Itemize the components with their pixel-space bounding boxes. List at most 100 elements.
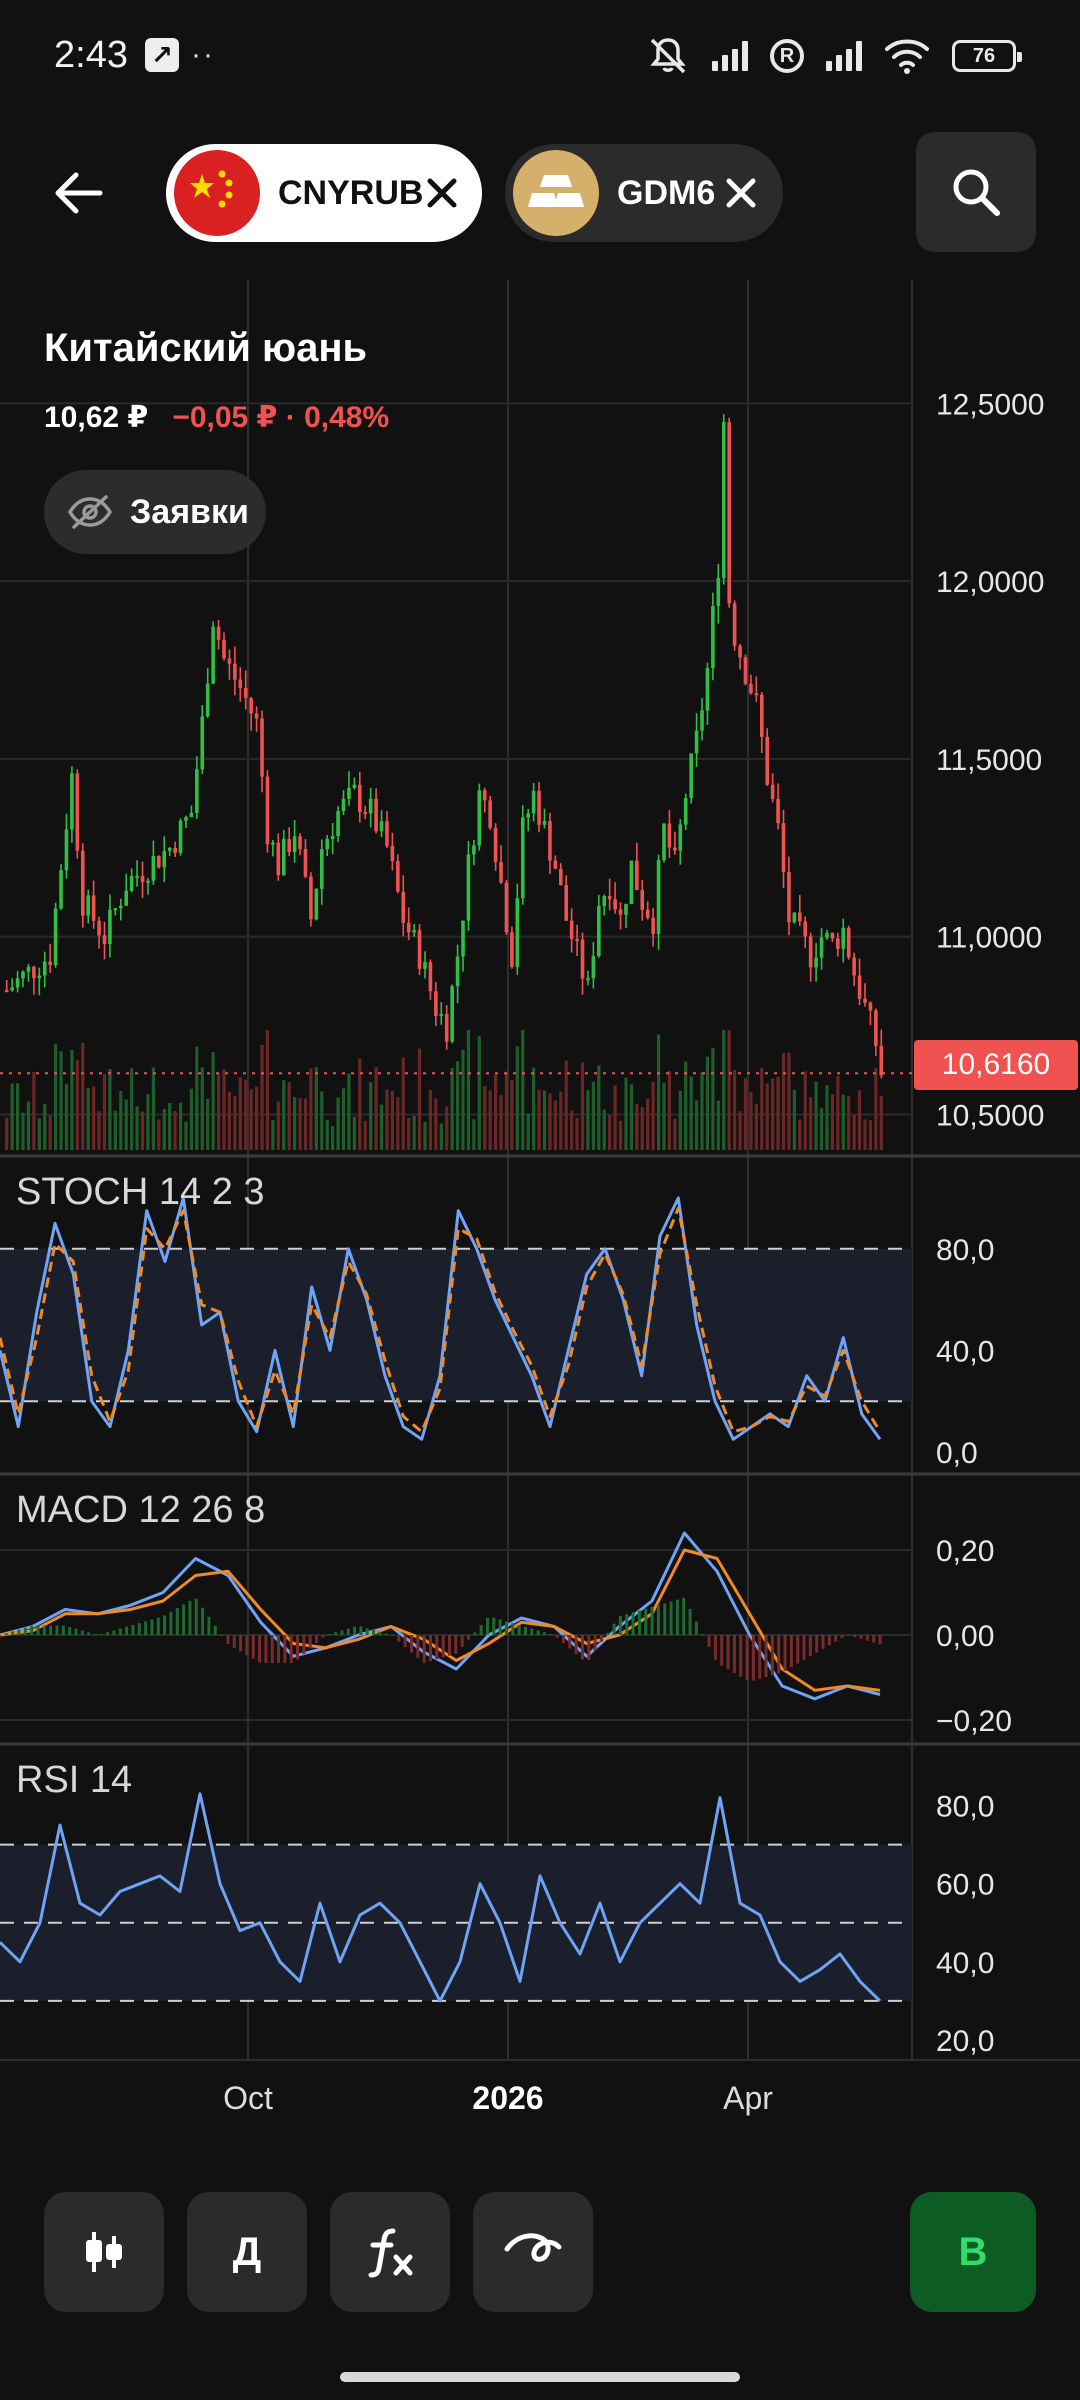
candle-body — [787, 872, 791, 923]
search-button[interactable] — [916, 132, 1036, 252]
buy-button[interactable]: В — [910, 2192, 1036, 2312]
candle-body — [108, 909, 112, 945]
status-bar: 2:43 ↗ ·· R 76 — [0, 0, 1080, 110]
candle-body — [602, 896, 607, 907]
volume-bar — [363, 1120, 367, 1150]
volume-bar — [189, 1088, 194, 1150]
volume-bar — [113, 1110, 117, 1150]
indicators-button[interactable] — [330, 2192, 450, 2312]
volume-bar — [298, 1098, 302, 1150]
volume-bar — [640, 1107, 644, 1150]
volume-bar — [26, 1101, 31, 1150]
macd-histogram-bar — [859, 1635, 863, 1639]
period-button[interactable]: Д — [187, 2192, 307, 2312]
candle-body — [129, 876, 134, 891]
volume-bar — [814, 1081, 818, 1150]
volume-bar — [54, 1043, 58, 1150]
macd-histogram-bar — [74, 1628, 78, 1635]
candle-body — [37, 975, 42, 979]
volume-bar — [428, 1090, 433, 1150]
candle-body — [423, 962, 427, 969]
back-button[interactable] — [44, 158, 114, 228]
macd-histogram-bar — [36, 1625, 40, 1635]
close-icon[interactable] — [423, 173, 460, 213]
volume-bar — [635, 1104, 639, 1150]
price-tick-label: 10,5000 — [936, 1099, 1044, 1132]
volume-bar — [705, 1056, 710, 1150]
macd-histogram-bar — [815, 1635, 819, 1653]
volume-bar — [48, 1115, 52, 1150]
macd-histogram-bar — [739, 1635, 743, 1677]
macd-histogram-bar — [713, 1635, 717, 1660]
drawing-button[interactable] — [473, 2192, 593, 2312]
macd-histogram-bar — [777, 1635, 781, 1674]
candle-body — [618, 909, 623, 915]
chart-area[interactable]: 12,5000 12,0000 11,5000 11,0000 10,5000 80,0 4… — [0, 280, 1080, 2080]
candle-body — [531, 790, 536, 814]
candle-body — [542, 821, 547, 825]
macd-histogram-bar — [555, 1635, 559, 1638]
candle-body — [238, 679, 243, 688]
candle-body — [781, 823, 786, 873]
volume-bar — [374, 1067, 378, 1150]
volume-bar — [874, 1067, 878, 1150]
volume-bar — [379, 1104, 384, 1150]
candle-body — [91, 895, 96, 921]
instrument-tab-cnyrub[interactable]: CNYRUB — [166, 144, 482, 242]
volume-bar — [727, 1030, 731, 1150]
macd-histogram-bar — [182, 1604, 186, 1635]
candle-body — [368, 798, 373, 814]
status-time: 2:43 — [54, 34, 128, 76]
candle-body — [303, 849, 308, 877]
candle-body — [195, 769, 199, 813]
macd-histogram-bar — [694, 1621, 698, 1635]
candle-body — [53, 908, 58, 965]
volume-bar — [521, 1030, 525, 1150]
macd-histogram-bar — [802, 1635, 806, 1660]
volume-bar — [32, 1071, 36, 1150]
blue-series-line — [0, 1531, 881, 1701]
candle-body — [330, 836, 335, 839]
macd-histogram-bar — [422, 1635, 426, 1663]
candle-body — [298, 836, 302, 850]
date-label-oct: Oct — [223, 2080, 273, 2116]
macd-histogram-bar — [49, 1625, 53, 1635]
volume-bar — [124, 1099, 128, 1150]
candle-body — [86, 895, 90, 916]
candle-body — [499, 861, 503, 883]
macd-histogram-bar — [220, 1634, 224, 1636]
orders-toggle-button[interactable]: Заявки — [44, 470, 266, 554]
macd-histogram-bar — [270, 1635, 274, 1664]
candle-body — [102, 935, 107, 945]
macd-histogram-bar — [796, 1635, 800, 1664]
macd-histogram-bar — [11, 1631, 15, 1635]
signal-1-icon — [712, 41, 748, 71]
volume-bar — [401, 1057, 405, 1150]
volume-bar — [347, 1073, 351, 1150]
volume-bar — [168, 1102, 172, 1150]
close-icon[interactable] — [721, 173, 761, 213]
chart-type-button[interactable] — [44, 2192, 164, 2312]
volume-bar — [265, 1030, 270, 1150]
candle-body — [374, 798, 378, 832]
volume-bar — [385, 1089, 389, 1150]
volume-bar — [135, 1106, 139, 1150]
macd-histogram-bar — [277, 1635, 281, 1664]
volume-bar — [618, 1120, 623, 1150]
instrument-name: Китайский юань — [44, 326, 368, 370]
macd-histogram-bar — [353, 1626, 357, 1635]
macd-histogram-bar — [410, 1635, 414, 1653]
candle-body — [450, 986, 454, 1042]
candle-body — [857, 975, 862, 999]
macd-histogram-bar — [675, 1599, 679, 1635]
candle-body — [640, 889, 645, 910]
macd-histogram-bar — [688, 1608, 692, 1635]
volume-bar — [754, 1103, 758, 1150]
macd-histogram-bar — [618, 1615, 622, 1635]
candle-body — [705, 668, 710, 711]
candle-body — [260, 718, 264, 777]
instrument-tab-gdm6[interactable]: GDM6 — [505, 144, 783, 242]
macd-histogram-bar — [175, 1608, 179, 1635]
more-notifications-icon: ·· — [191, 38, 215, 71]
macd-histogram-bar — [751, 1635, 755, 1681]
